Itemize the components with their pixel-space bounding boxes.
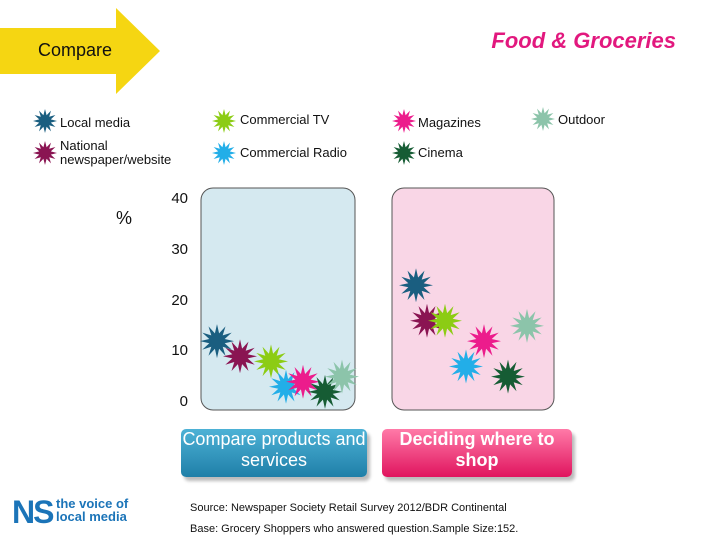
compare-products-button[interactable]: Compare products and services bbox=[181, 429, 367, 477]
data-point-magazines-shop bbox=[467, 324, 501, 359]
data-point-commercial-tv-compare bbox=[254, 344, 288, 379]
data-point-national-newspaper-website-shop bbox=[410, 303, 444, 338]
legend-label-outdoor: Outdoor bbox=[558, 112, 605, 127]
data-point-cinema-compare bbox=[308, 374, 342, 409]
page-title: Food & Groceries bbox=[491, 28, 676, 53]
legend-label-cinema: Cinema bbox=[418, 145, 463, 160]
data-point-local-media-compare bbox=[200, 324, 234, 359]
ns-logo-letters: NS bbox=[12, 494, 54, 530]
y-tick-label: 40 bbox=[171, 190, 188, 207]
data-point-magazines-compare bbox=[286, 364, 320, 399]
data-point-outdoor-shop bbox=[510, 308, 544, 343]
source-note: Source: Newspaper Society Retail Survey … bbox=[190, 502, 507, 514]
base-note: Base: Grocery Shoppers who answered ques… bbox=[190, 523, 519, 535]
legend-star-icon bbox=[392, 141, 416, 165]
data-point-commercial-radio-compare bbox=[269, 369, 303, 404]
ns-logo-line1: the voice of bbox=[56, 496, 129, 511]
legend-label-commercial-tv: Commercial TV bbox=[240, 112, 330, 127]
y-tick-label: 30 bbox=[171, 240, 188, 258]
data-point-commercial-radio-shop bbox=[449, 349, 483, 384]
compare-arrow-banner bbox=[0, 8, 160, 94]
legend-label-commercial-radio: Commercial Radio bbox=[240, 145, 347, 160]
legend-star-icon bbox=[33, 109, 57, 133]
deciding-where-to-shop-button[interactable]: Deciding where to shop bbox=[382, 429, 572, 477]
panel-shop-background bbox=[391, 187, 555, 411]
data-point-outdoor-compare bbox=[325, 359, 359, 394]
legend-label-local-media: Local media bbox=[60, 115, 131, 130]
legend-star-icon bbox=[212, 109, 236, 133]
data-point-national-newspaper-website-compare bbox=[223, 339, 257, 374]
legend-star-icon bbox=[212, 141, 236, 165]
data-point-cinema-shop bbox=[491, 359, 525, 394]
legend-label-magazines: Magazines bbox=[418, 115, 481, 130]
ns-logo-line2: local media bbox=[56, 509, 127, 524]
data-point-commercial-tv-shop bbox=[428, 303, 462, 338]
compare-label: Compare bbox=[38, 40, 113, 60]
legend-star-icon bbox=[531, 107, 555, 131]
legend-label-national-newspaper: National newspaper/website bbox=[60, 138, 172, 167]
y-tick-label: 20 bbox=[171, 291, 188, 309]
ns-logo-tagline: the voice of local media bbox=[56, 497, 128, 523]
legend-star-icon bbox=[392, 109, 416, 133]
legend-star-icon bbox=[33, 141, 57, 165]
data-point-local-media-shop bbox=[399, 268, 433, 303]
y-tick-label: 0 bbox=[179, 393, 188, 410]
y-tick-label: 10 bbox=[171, 342, 188, 360]
y-axis-label: % bbox=[116, 208, 133, 228]
